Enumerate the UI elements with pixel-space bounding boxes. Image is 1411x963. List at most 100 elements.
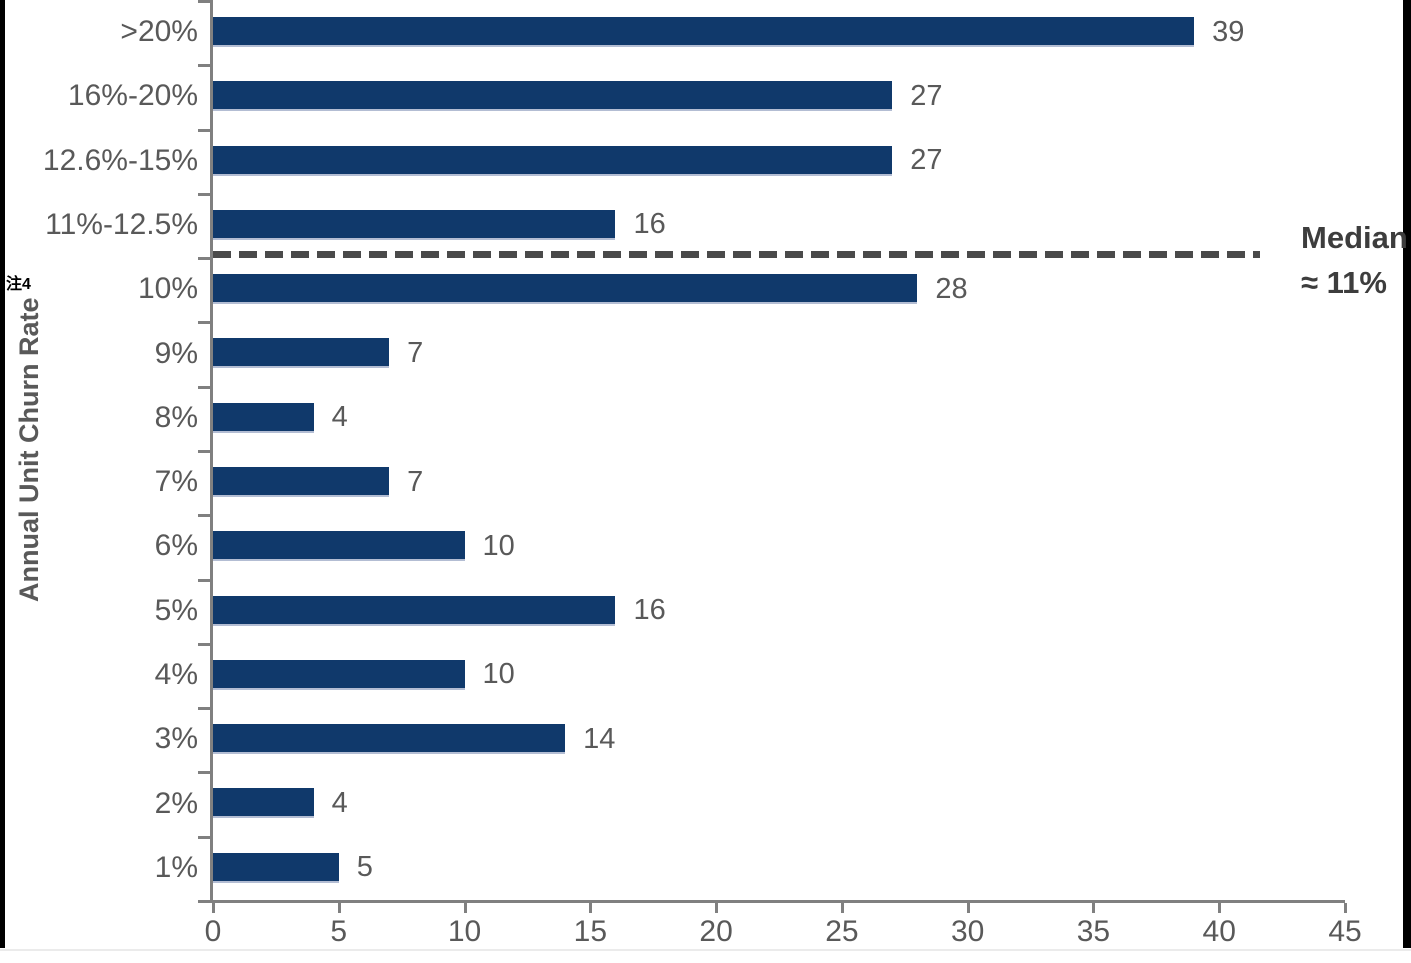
x-axis-line: [210, 900, 1345, 903]
y-axis-tick: [198, 128, 210, 132]
x-axis-tick-label: 20: [699, 915, 733, 948]
value-label: 39: [1212, 15, 1245, 48]
chart-row: 12.6%-15% 27: [43, 129, 1345, 193]
bar: [213, 659, 465, 690]
category-label: 12.6%-15%: [42, 143, 198, 177]
bar: [213, 338, 390, 369]
left-black-border: [0, 0, 5, 948]
y-axis-tick: [198, 900, 210, 903]
x-axis-tick-label: 30: [950, 915, 985, 948]
value-label: 7: [407, 337, 424, 370]
right-black-border: [1403, 0, 1411, 948]
bottom-divider-line: [0, 949, 1411, 951]
bar: [213, 595, 616, 626]
chart-row: 2% 4: [155, 771, 1345, 835]
bar-chart: >20% 39 16%-20% 27 12.6%-15% 27 11%-12.5…: [43, 0, 1362, 948]
median-annotation-line2: ≈ 11%: [1301, 264, 1387, 300]
value-label: 27: [910, 79, 943, 112]
chart-row: 10% 28: [138, 257, 1345, 321]
bar: [213, 17, 1195, 47]
x-axis-tick-label: 45: [1328, 915, 1362, 948]
x-axis-tick: [840, 903, 844, 913]
chart-row: 1% 5: [155, 836, 1345, 900]
category-label: 11%-12.5%: [45, 207, 198, 241]
value-label: 5: [356, 851, 373, 884]
y-axis-tick: [198, 642, 210, 646]
bar: [213, 274, 918, 305]
x-axis-tick-label: 5: [330, 915, 348, 948]
bar: [213, 467, 390, 497]
x-axis-tick: [1092, 903, 1096, 913]
x-axis-tick: [966, 903, 970, 913]
y-axis-tick: [198, 450, 210, 453]
y-axis-tick: [198, 64, 210, 68]
bar: [213, 81, 893, 112]
category-label: 8%: [154, 400, 198, 434]
y-axis-tick: [198, 0, 210, 3]
category-label: >20%: [120, 15, 198, 49]
median-annotation: Median ≈ 11%: [1301, 216, 1408, 306]
value-label: 28: [935, 272, 968, 305]
value-label: 10: [482, 658, 515, 691]
bar: [213, 402, 314, 433]
median-dashed-line: [213, 251, 1260, 259]
value-label: 10: [482, 529, 515, 562]
x-axis-tick-label: 35: [1076, 915, 1111, 948]
x-axis-tick: [715, 903, 719, 913]
bar: [213, 724, 566, 755]
value-label: 16: [633, 208, 666, 241]
bar: [213, 209, 616, 240]
bar: [213, 531, 465, 562]
x-axis-tick: [589, 903, 593, 913]
y-axis-line: [210, 0, 213, 903]
bar: [213, 852, 339, 883]
category-label: 10%: [137, 272, 198, 306]
x-axis-tick: [337, 903, 341, 913]
chart-row: 6% 10: [155, 514, 1345, 578]
chart-row: 3% 14: [155, 707, 1345, 771]
category-label: 4%: [154, 657, 198, 691]
value-label: 7: [407, 465, 424, 498]
category-label: 9%: [154, 336, 198, 370]
footnote-marker: 注4: [6, 276, 31, 293]
category-label: 7%: [154, 465, 198, 499]
value-label: 4: [331, 401, 348, 434]
y-axis-tick: [198, 771, 210, 775]
category-label: 6%: [154, 529, 198, 563]
y-axis-tick: [198, 192, 210, 196]
y-axis-tick: [198, 257, 210, 261]
bar: [213, 145, 893, 176]
chart-row: 5% 16: [155, 579, 1345, 643]
x-axis-tick: [1344, 903, 1347, 913]
chart-row: 8% 4: [155, 386, 1345, 450]
x-axis-tick: [463, 903, 467, 913]
y-axis-tick: [198, 835, 210, 839]
median-annotation-line1: Median: [1301, 220, 1408, 255]
y-axis-tick: [198, 514, 210, 518]
category-label: 1%: [154, 850, 198, 884]
y-axis-tick: [198, 707, 210, 711]
chart-row: 7% 7: [155, 450, 1345, 514]
x-axis-tick: [1218, 903, 1222, 913]
category-label: 2%: [154, 786, 198, 820]
category-label: 3%: [154, 722, 198, 756]
x-axis-tick-label: 40: [1202, 915, 1236, 948]
category-label: 5%: [154, 593, 198, 627]
value-label: 4: [331, 787, 348, 820]
value-label: 16: [633, 594, 666, 627]
chart-row: 11%-12.5% 16: [45, 193, 1345, 257]
chart-row: 16%-20% 27: [68, 64, 1345, 128]
chart-row: 9% 7: [155, 321, 1345, 385]
bar: [213, 788, 314, 819]
x-axis-tick-label: 0: [204, 915, 222, 948]
x-axis-tick-label: 15: [573, 915, 608, 948]
y-axis-tick: [198, 578, 210, 582]
value-label: 27: [910, 144, 943, 177]
value-label: 14: [583, 722, 616, 755]
y-axis-tick: [198, 385, 210, 389]
x-axis-tick-label: 10: [447, 915, 482, 948]
y-axis-tick: [198, 321, 210, 325]
x-axis-tick: [212, 903, 215, 913]
x-axis-tick-label: 25: [825, 915, 859, 948]
